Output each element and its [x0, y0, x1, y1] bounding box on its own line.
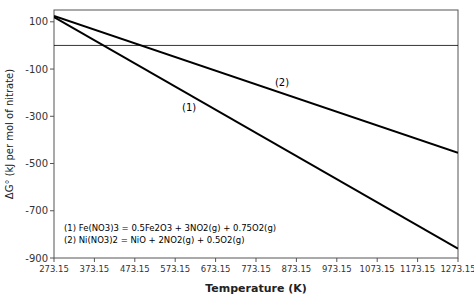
x-tick	[377, 258, 378, 262]
x-tick	[256, 258, 257, 262]
x-tick	[54, 258, 55, 262]
x-tick-label: 673.15	[201, 264, 231, 274]
annotation: (1)	[182, 102, 196, 113]
x-tick	[134, 258, 135, 262]
x-tick	[417, 258, 418, 262]
y-tick	[50, 258, 54, 259]
legend: (1) Fe(NO3)3 = 0.5Fe2O3 + 3NO2(g) + 0.75…	[64, 223, 276, 245]
x-tick	[458, 258, 459, 262]
x-tick-label: 973.15	[322, 264, 352, 274]
y-tick-label: 100	[29, 16, 48, 27]
x-axis-label: Temperature (K)	[205, 282, 307, 295]
plot-frame	[54, 10, 458, 258]
x-tick-label: 1273.15	[440, 264, 474, 274]
y-tick-label: -500	[25, 158, 48, 169]
x-tick-label: 1173.15	[400, 264, 435, 274]
y-tick-label: -900	[25, 253, 48, 264]
chart: 273.15 373.15 473.15 573.15 673.15 773.15 873.…	[0, 0, 474, 300]
y-tick	[50, 21, 54, 22]
x-tick-label: 373.15	[80, 264, 110, 274]
plot-area	[54, 16, 458, 249]
background	[0, 0, 474, 300]
x-tick	[175, 258, 176, 262]
y-tick	[50, 116, 54, 117]
reference-line	[54, 45, 458, 46]
x-tick-label: 773.15	[241, 264, 271, 274]
line	[54, 16, 458, 153]
y-axis-label: ΔG° (kJ per mol of nitrate)	[4, 69, 15, 199]
y-tick-label: -700	[25, 205, 48, 216]
y-tick	[50, 210, 54, 211]
legend-entry: (2) Ni(NO3)2 = NiO + 2NO2(g) + 0.5O2(g)	[64, 235, 244, 245]
legend-entry: (1) Fe(NO3)3 = 0.5Fe2O3 + 3NO2(g) + 0.75…	[64, 223, 276, 233]
x-tick-label: 473.15	[120, 264, 150, 274]
x-tick-label: 873.15	[282, 264, 312, 274]
y-tick	[50, 69, 54, 70]
axes: 273.15 373.15 473.15 573.15 673.15 773.15 873.…	[25, 10, 474, 274]
x-tick-label: 573.15	[160, 264, 190, 274]
x-tick	[336, 258, 337, 262]
x-tick	[215, 258, 216, 262]
y-tick-label: -100	[25, 64, 48, 75]
y-tick	[50, 163, 54, 164]
annotation: (2)	[275, 77, 289, 88]
x-tick-label: 1073.15	[360, 264, 395, 274]
x-tick-label: 273.15	[39, 264, 69, 274]
x-tick	[94, 258, 95, 262]
x-tick	[296, 258, 297, 262]
annotations: (1) (2)	[182, 77, 289, 113]
y-tick-label: -300	[25, 111, 48, 122]
